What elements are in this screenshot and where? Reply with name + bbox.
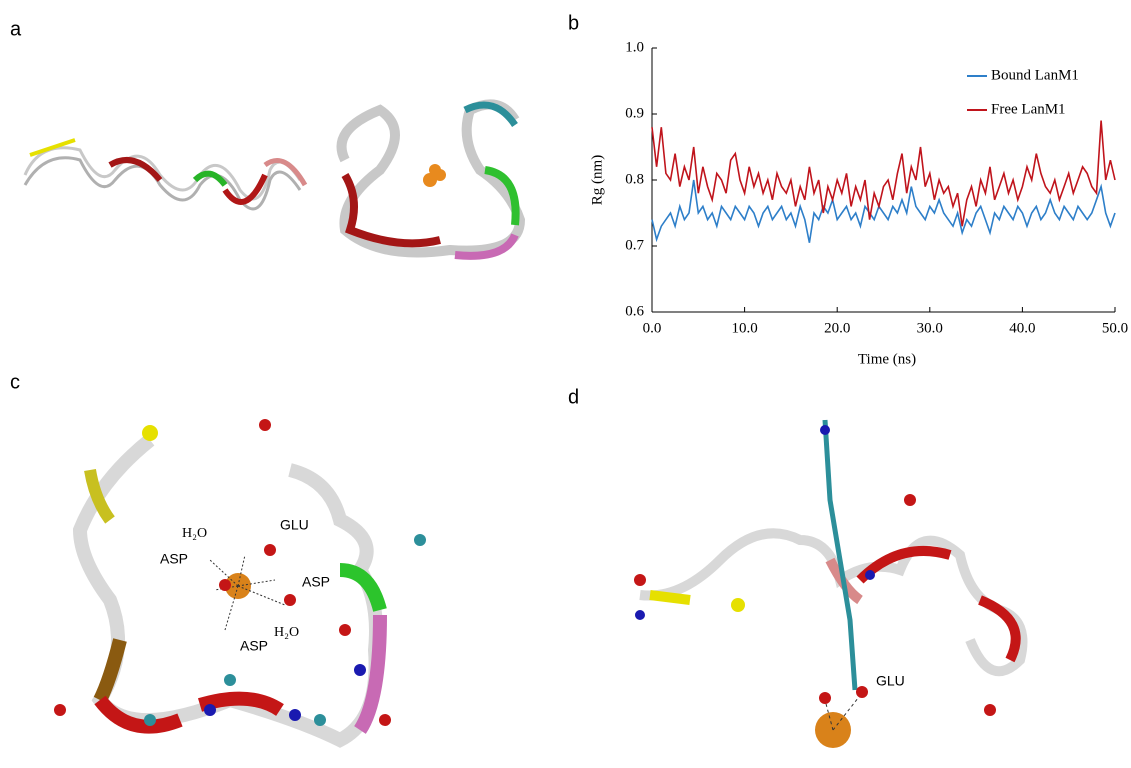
x-tick-label: 40.0 (1009, 320, 1035, 336)
series-line (651, 120, 1116, 227)
legend-label: Bound LanM1 (991, 67, 1079, 83)
y-tick-label: 0.6 (625, 303, 644, 319)
residue-label: ASP (240, 638, 268, 654)
series-line (651, 179, 1116, 243)
x-tick-label: 10.0 (731, 320, 757, 336)
x-axis-label: Time (ns) (858, 351, 916, 367)
x-tick-label: 0.0 (643, 320, 662, 336)
y-tick-label: 0.9 (625, 105, 644, 121)
x-tick-label: 30.0 (917, 320, 943, 336)
panel-label: b (568, 12, 579, 34)
residue-label: H₂O (274, 625, 299, 640)
molecule-d (634, 419, 1028, 748)
residue-label: GLU (876, 673, 905, 689)
panel-label: a (10, 18, 22, 40)
residue-label: ASP (160, 551, 188, 567)
y-tick-label: 0.8 (625, 171, 644, 187)
ribbon-ensemble (23, 99, 526, 260)
x-tick-label: 20.0 (824, 320, 850, 336)
y-axis-label: Rg (nm) (589, 155, 605, 205)
residue-label: ASP (302, 574, 330, 590)
panel-label: c (10, 371, 20, 393)
y-tick-label: 1.0 (625, 39, 644, 55)
x-tick-label: 50.0 (1102, 320, 1128, 336)
molecule-c (54, 419, 426, 748)
panel-label: d (568, 386, 579, 408)
legend-label: Free LanM1 (991, 101, 1066, 117)
y-tick-label: 0.7 (625, 237, 644, 253)
residue-label: GLU (280, 517, 309, 533)
residue-label: H₂O (182, 526, 207, 541)
